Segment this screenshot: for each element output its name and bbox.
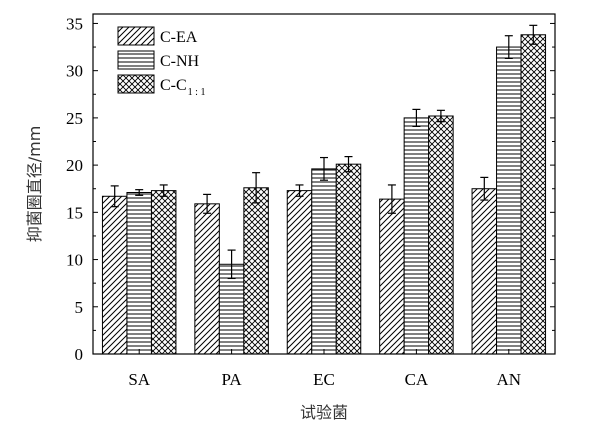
bar-ca-c-ea bbox=[379, 198, 405, 355]
x-axis: SA PA EC CA AN bbox=[128, 349, 521, 389]
x-axis-title: 试验菌 bbox=[300, 403, 348, 422]
error-bar-sa-c-c1-1 bbox=[159, 184, 168, 197]
error-bar-pa-c-nh bbox=[227, 249, 236, 280]
bar-ec-c-c1-1 bbox=[335, 163, 362, 355]
bar-sa-c-ea bbox=[101, 195, 128, 355]
error-bar-pa-c-c1-1 bbox=[252, 172, 261, 204]
error-bars-layer bbox=[110, 24, 538, 280]
y-axis: 0 5 10 15 20 25 30 35 bbox=[66, 14, 555, 364]
y-tick-label: 10 bbox=[66, 251, 83, 270]
legend-item-c-c1-1: C-C1 : 1 bbox=[117, 74, 205, 98]
bar-sa-c-c1-1 bbox=[150, 190, 177, 355]
error-bar-pa-c-ea bbox=[203, 193, 212, 214]
y-tick-label: 25 bbox=[66, 109, 83, 128]
error-bar-ec-c-c1-1 bbox=[344, 156, 353, 173]
bar-sa-c-nh bbox=[126, 192, 152, 355]
bar-an-c-c1-1 bbox=[520, 34, 547, 355]
error-bar-ec-c-nh bbox=[320, 156, 328, 181]
bar-ec-c-nh bbox=[311, 168, 337, 355]
error-bar-ca-c-c1-1 bbox=[436, 109, 445, 123]
error-bar-sa-c-nh bbox=[135, 189, 144, 196]
x-tick-label-ec: EC bbox=[313, 370, 335, 389]
error-bar-an-c-c1-1 bbox=[529, 24, 538, 45]
y-tick-label: 15 bbox=[66, 203, 83, 222]
legend-label: C-NH bbox=[160, 53, 200, 70]
y-tick-label: 20 bbox=[66, 156, 83, 175]
x-tick-label-an: AN bbox=[497, 370, 522, 389]
bar-ec-c-ea bbox=[286, 190, 313, 355]
legend-label: C-EA bbox=[160, 29, 198, 46]
y-tick-label: 30 bbox=[66, 62, 83, 81]
legend-swatch bbox=[117, 50, 155, 70]
bar-ca-c-nh bbox=[403, 117, 430, 355]
bar-pa-c-c1-1 bbox=[243, 187, 269, 355]
y-tick-label: 5 bbox=[75, 298, 84, 317]
y-tick-label: 35 bbox=[66, 14, 83, 33]
error-bar-ca-c-ea bbox=[387, 184, 396, 214]
bar-an-c-nh bbox=[496, 46, 522, 355]
y-tick-label: 0 bbox=[75, 345, 84, 364]
bar-an-c-ea bbox=[471, 188, 498, 355]
error-bar-an-c-ea bbox=[480, 176, 489, 201]
error-bar-ca-c-nh bbox=[412, 108, 421, 127]
error-bar-sa-c-ea bbox=[110, 185, 119, 208]
x-tick-label-ca: CA bbox=[405, 370, 429, 389]
legend-item-c-ea: C-EA bbox=[117, 26, 198, 46]
error-bar-an-c-nh bbox=[504, 35, 513, 59]
x-tick-label-sa: SA bbox=[128, 370, 150, 389]
bar-pa-c-ea bbox=[194, 203, 220, 355]
legend: C-EA C-NH C-C1 : 1 bbox=[117, 26, 205, 98]
legend-swatch bbox=[117, 26, 155, 46]
legend-item-c-nh: C-NH bbox=[117, 50, 200, 70]
x-tick-label-pa: PA bbox=[222, 370, 243, 389]
bar-ca-c-c1-1 bbox=[428, 115, 454, 355]
y-axis-title: 抑菌圈直径/mm bbox=[25, 126, 44, 243]
legend-swatch bbox=[117, 74, 155, 94]
error-bar-ec-c-ea bbox=[295, 184, 304, 197]
legend-label: C-C1 : 1 bbox=[160, 77, 205, 98]
